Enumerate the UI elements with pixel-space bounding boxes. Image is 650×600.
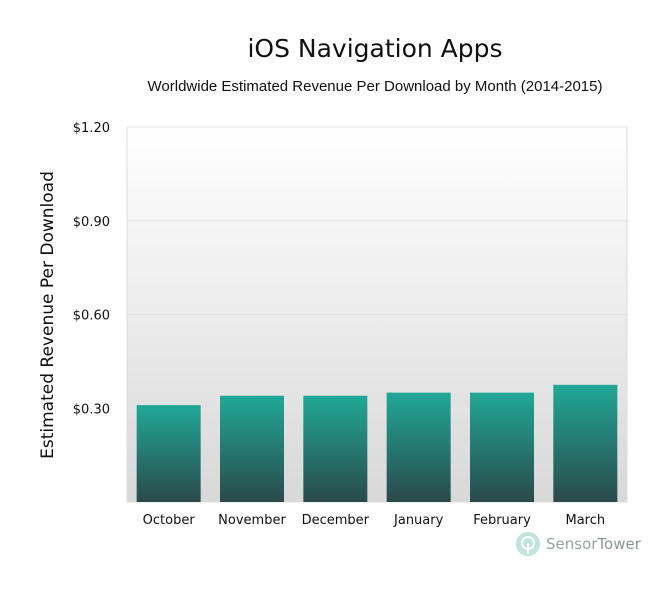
chart-title: iOS Navigation Apps [247, 34, 503, 63]
y-tick-label: $0.90 [73, 215, 110, 230]
sensor-tower-logo-text: SensorTower [546, 535, 641, 553]
y-tick-label: $1.20 [73, 121, 110, 136]
x-tick-label: January [393, 513, 444, 528]
x-tick-label: December [302, 513, 370, 528]
bar-january [386, 392, 451, 502]
chart-subtitle: Worldwide Estimated Revenue Per Download… [147, 78, 603, 95]
y-tick-label: $0.60 [73, 309, 110, 324]
sensor-tower-logo: SensorTower [515, 530, 641, 558]
x-tick-label: March [566, 513, 606, 528]
x-tick-label: November [218, 513, 286, 528]
y-tick-label: $0.30 [73, 402, 110, 417]
bar-february [470, 392, 534, 502]
bar-march [553, 384, 618, 502]
bar-december [303, 395, 368, 502]
sensor-tower-logo-icon [516, 532, 540, 556]
bar-november [220, 395, 284, 502]
bar-october [136, 405, 201, 502]
x-tick-label: February [473, 513, 531, 528]
x-tick-label: October [143, 513, 196, 528]
